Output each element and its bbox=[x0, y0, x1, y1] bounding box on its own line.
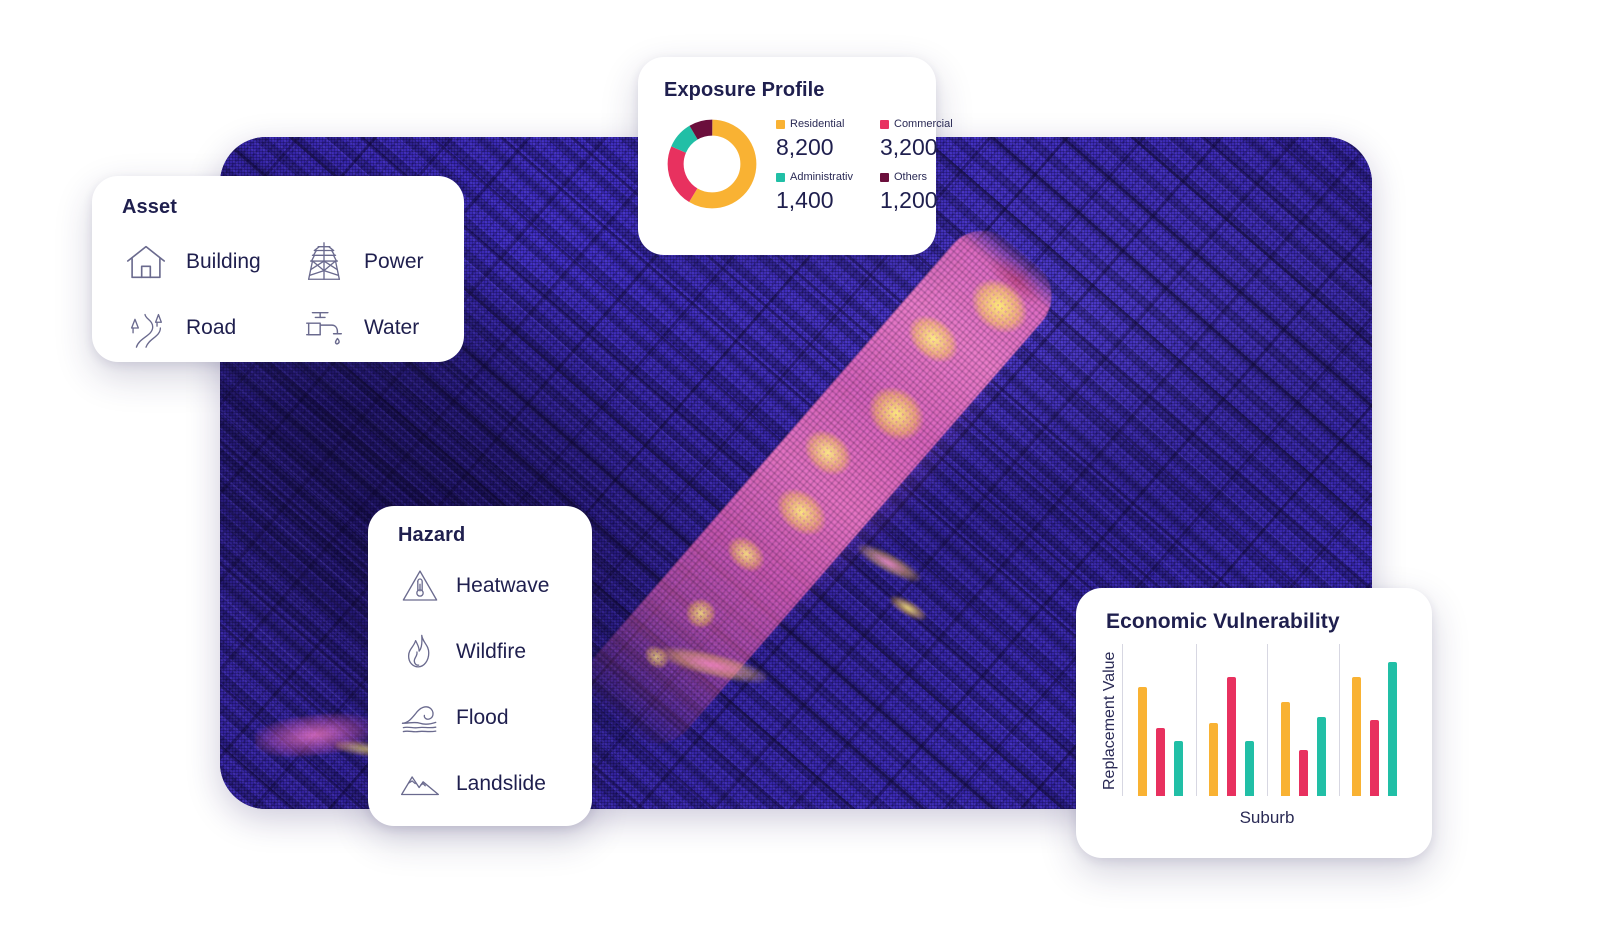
donut-segment[interactable] bbox=[667, 119, 757, 209]
legend-swatch bbox=[776, 119, 785, 129]
legend-value: 1,400 bbox=[776, 187, 834, 214]
legend-swatch bbox=[880, 119, 889, 129]
legend-item-commercial[interactable]: Commercial 3,200 bbox=[880, 116, 976, 169]
bar[interactable] bbox=[1370, 720, 1380, 796]
economic-vulnerability-card: Economic Vulnerability Replacement Value… bbox=[1076, 588, 1432, 858]
asset-card-title: Asset bbox=[122, 196, 177, 218]
bar[interactable] bbox=[1280, 701, 1290, 796]
bar[interactable] bbox=[1137, 686, 1147, 796]
mountain-icon bbox=[398, 762, 442, 806]
house-icon bbox=[122, 238, 170, 286]
bar[interactable] bbox=[1173, 741, 1183, 796]
legend-item-others[interactable]: Others 1,200 bbox=[880, 169, 976, 222]
legend-value: 3,200 bbox=[880, 134, 938, 160]
legend-label: Administrativ bbox=[790, 171, 853, 184]
legend-swatch bbox=[776, 172, 785, 182]
hazard-item-label: Wildfire bbox=[456, 640, 527, 663]
hazard-item-heatwave[interactable]: Heatwave bbox=[398, 553, 572, 619]
hazard-item-label: Flood bbox=[456, 706, 509, 729]
asset-item-power[interactable]: Power bbox=[300, 238, 478, 286]
asset-item-label: Power bbox=[364, 250, 424, 273]
hazard-item-landslide[interactable]: Landslide bbox=[398, 751, 572, 817]
thermometer-warning-icon bbox=[398, 564, 442, 608]
hazard-card: Hazard Heatwave Wildfire bbox=[368, 506, 592, 826]
flame-icon bbox=[398, 630, 442, 674]
exposure-profile-card: Exposure Profile Residential 8,200 Comme… bbox=[638, 57, 953, 255]
bar[interactable] bbox=[1388, 662, 1398, 796]
asset-item-label: Road bbox=[186, 316, 237, 339]
bar-group bbox=[1268, 644, 1340, 796]
exposure-legend: Residential 8,200 Commercial 3,200 Admin… bbox=[776, 114, 976, 222]
bar[interactable] bbox=[1298, 750, 1308, 796]
wave-icon bbox=[398, 696, 442, 740]
donut-segment[interactable] bbox=[667, 119, 757, 209]
power-tower-icon bbox=[300, 238, 348, 286]
bar-chart-plot-area[interactable] bbox=[1122, 644, 1412, 796]
bar[interactable] bbox=[1227, 677, 1237, 796]
donut-segment[interactable] bbox=[667, 119, 757, 209]
legend-label: Others bbox=[894, 171, 928, 184]
hazard-item-wildfire[interactable]: Wildfire bbox=[398, 619, 572, 685]
asset-item-water[interactable]: Water bbox=[300, 304, 478, 352]
bar[interactable] bbox=[1155, 727, 1165, 796]
x-axis-label: Suburb bbox=[1239, 808, 1295, 827]
road-icon bbox=[122, 304, 170, 352]
bar[interactable] bbox=[1245, 741, 1255, 796]
hazard-card-title: Hazard bbox=[398, 524, 466, 546]
y-axis-label: Replacement Value bbox=[1101, 651, 1118, 791]
legend-label: Commercial bbox=[894, 118, 953, 130]
bar-group bbox=[1340, 644, 1411, 796]
econ-card-title: Economic Vulnerability bbox=[1106, 610, 1340, 633]
legend-label: Residential bbox=[790, 118, 845, 130]
faucet-icon bbox=[300, 304, 348, 352]
legend-item-residential[interactable]: Residential 8,200 bbox=[776, 116, 872, 169]
hazard-item-label: Landslide bbox=[456, 772, 546, 795]
legend-value: 8,200 bbox=[776, 134, 834, 160]
legend-value: 1,200 bbox=[880, 187, 938, 214]
asset-item-label: Building bbox=[186, 250, 261, 273]
hazard-item-label: Heatwave bbox=[456, 574, 550, 597]
bar[interactable] bbox=[1209, 723, 1219, 796]
asset-list: Building bbox=[122, 229, 438, 361]
bar-group bbox=[1125, 644, 1197, 796]
legend-item-administrative[interactable]: Administrativ 1,400 bbox=[776, 169, 872, 222]
exposure-card-title: Exposure Profile bbox=[664, 79, 825, 101]
asset-item-building[interactable]: Building bbox=[122, 238, 300, 286]
bar-group bbox=[1197, 644, 1268, 796]
exposure-donut-chart[interactable] bbox=[664, 116, 760, 212]
asset-item-label: Water bbox=[364, 316, 420, 339]
bar[interactable] bbox=[1352, 677, 1362, 796]
bar[interactable] bbox=[1316, 716, 1326, 796]
legend-swatch bbox=[880, 172, 889, 182]
donut-svg bbox=[667, 119, 757, 209]
hazard-item-flood[interactable]: Flood bbox=[398, 685, 572, 751]
asset-item-road[interactable]: Road bbox=[122, 304, 300, 352]
asset-card: Asset Building bbox=[92, 176, 464, 362]
